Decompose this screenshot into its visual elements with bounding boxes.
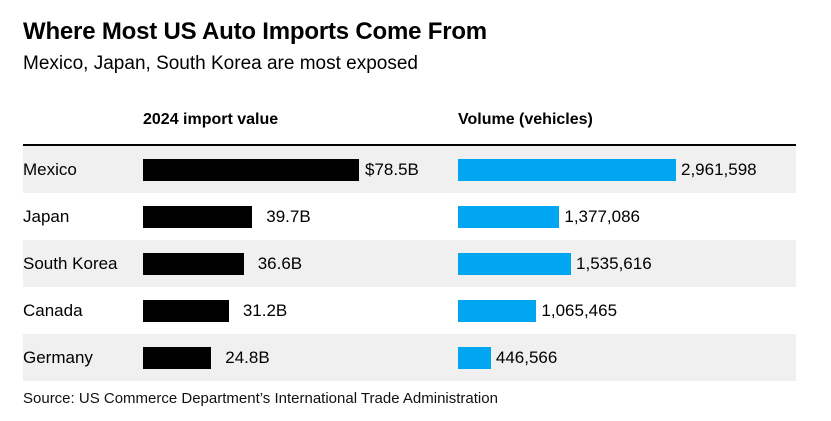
chart-subtitle: Mexico, Japan, South Korea are most expo… — [23, 53, 419, 74]
category-label-canada: Canada — [23, 301, 83, 320]
row-south-korea: South Korea 36.6B 1,535,616 — [23, 240, 796, 287]
row-japan: Japan 39.7B 1,377,086 — [23, 193, 796, 240]
import-value-label-mexico: $78.5B — [365, 160, 419, 179]
volume-bar-japan — [458, 206, 560, 228]
volume-bar-south-korea — [458, 253, 571, 275]
row-canada: Canada 31.2B 1,065,465 — [23, 287, 796, 334]
source-note: Source: US Commerce Department’s Interna… — [23, 390, 498, 407]
chart-title: Where Most US Auto Imports Come From — [23, 18, 487, 45]
volume-value-label-canada: 1,065,465 — [541, 301, 618, 320]
import-bar-japan — [143, 206, 253, 228]
import-bar-south-korea — [143, 253, 244, 275]
volume-bar-germany — [458, 347, 491, 369]
header-rule — [23, 144, 796, 146]
import-value-label-japan: 39.7B — [266, 207, 311, 226]
import-bar-mexico — [143, 159, 359, 181]
category-label-japan: Japan — [23, 207, 70, 226]
category-label-mexico: Mexico — [23, 160, 77, 179]
volume-value-label-south-korea: 1,535,616 — [576, 254, 652, 273]
row-mexico: Mexico $78.5B 2,961,598 — [23, 146, 796, 193]
volume-header: Volume (vehicles) — [458, 111, 593, 128]
row-germany: Germany 24.8B 446,566 — [23, 334, 796, 381]
category-label-south-korea: South Korea — [23, 254, 118, 273]
import-bar-canada — [143, 300, 229, 322]
import-value-label-canada: 31.2B — [242, 301, 288, 320]
volume-bar-mexico — [458, 159, 676, 181]
volume-value-label-mexico: 2,961,598 — [681, 160, 757, 179]
import-value-label-germany: 24.8B — [225, 348, 270, 367]
volume-bar-canada — [458, 300, 537, 322]
category-label-germany: Germany — [23, 348, 93, 367]
volume-value-label-japan: 1,377,086 — [564, 207, 640, 226]
import-bar-germany — [143, 347, 212, 369]
volume-value-label-germany: 446,566 — [495, 348, 558, 367]
import-value-label-south-korea: 36.6B — [257, 254, 303, 273]
import-value-header: 2024 import value — [143, 111, 279, 128]
